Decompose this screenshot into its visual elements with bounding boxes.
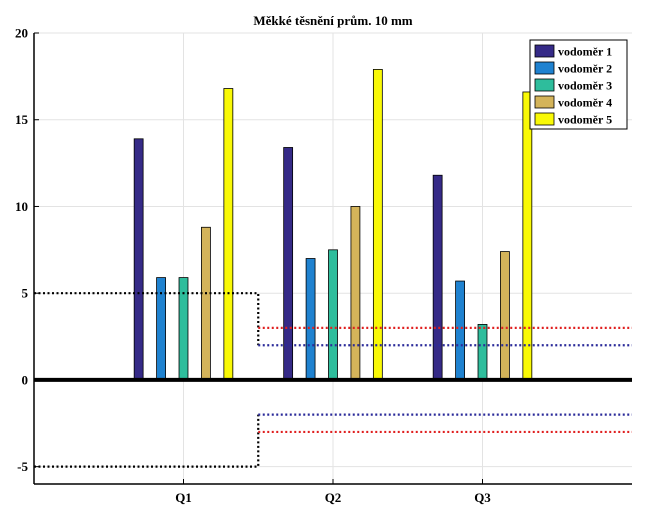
legend-label: vodoměr 1 — [558, 45, 612, 59]
y-tick-label: 0 — [22, 372, 29, 387]
legend-label: vodoměr 5 — [558, 113, 612, 127]
legend-swatch — [534, 44, 555, 58]
chart-title: Měkké těsnění prům. 10 mm — [253, 13, 412, 28]
x-tick-labels: Q1 Q2 Q3 — [175, 490, 491, 505]
bar — [372, 69, 383, 381]
legend-label: vodoměr 2 — [558, 62, 612, 76]
bar — [477, 324, 488, 381]
legend-label: vodoměr 4 — [558, 96, 612, 110]
legend-swatch — [534, 78, 555, 92]
y-tick-label: 10 — [15, 199, 28, 214]
bar — [133, 138, 144, 381]
bar — [432, 174, 443, 381]
bar — [350, 206, 361, 381]
x-tick-label: Q3 — [474, 490, 491, 505]
axes — [33, 32, 632, 485]
legend-label: vodoměr 3 — [558, 79, 612, 93]
bar — [500, 251, 510, 381]
y-tick-labels: -5 0 5 10 15 20 — [15, 26, 29, 475]
x-tick-label: Q2 — [325, 490, 342, 505]
bar — [522, 91, 533, 381]
bar — [201, 226, 211, 381]
legend: vodoměr 1 vodoměr 2 vodoměr 3 vodoměr 4 vodo… — [529, 39, 628, 130]
y-tick-label: 15 — [15, 112, 29, 127]
reference-lines — [34, 292, 632, 468]
bars-group — [133, 69, 533, 381]
legend-swatch — [534, 112, 555, 126]
legend-swatch — [534, 95, 555, 109]
legend-swatch — [534, 61, 555, 75]
bar — [305, 258, 316, 381]
bar — [328, 249, 338, 381]
bar — [223, 88, 234, 381]
y-tick-label: -5 — [17, 459, 28, 474]
y-tick-label: 5 — [22, 286, 29, 301]
y-tick-label: 20 — [15, 26, 28, 41]
bar — [455, 280, 465, 381]
x-tick-label: Q1 — [175, 490, 192, 505]
